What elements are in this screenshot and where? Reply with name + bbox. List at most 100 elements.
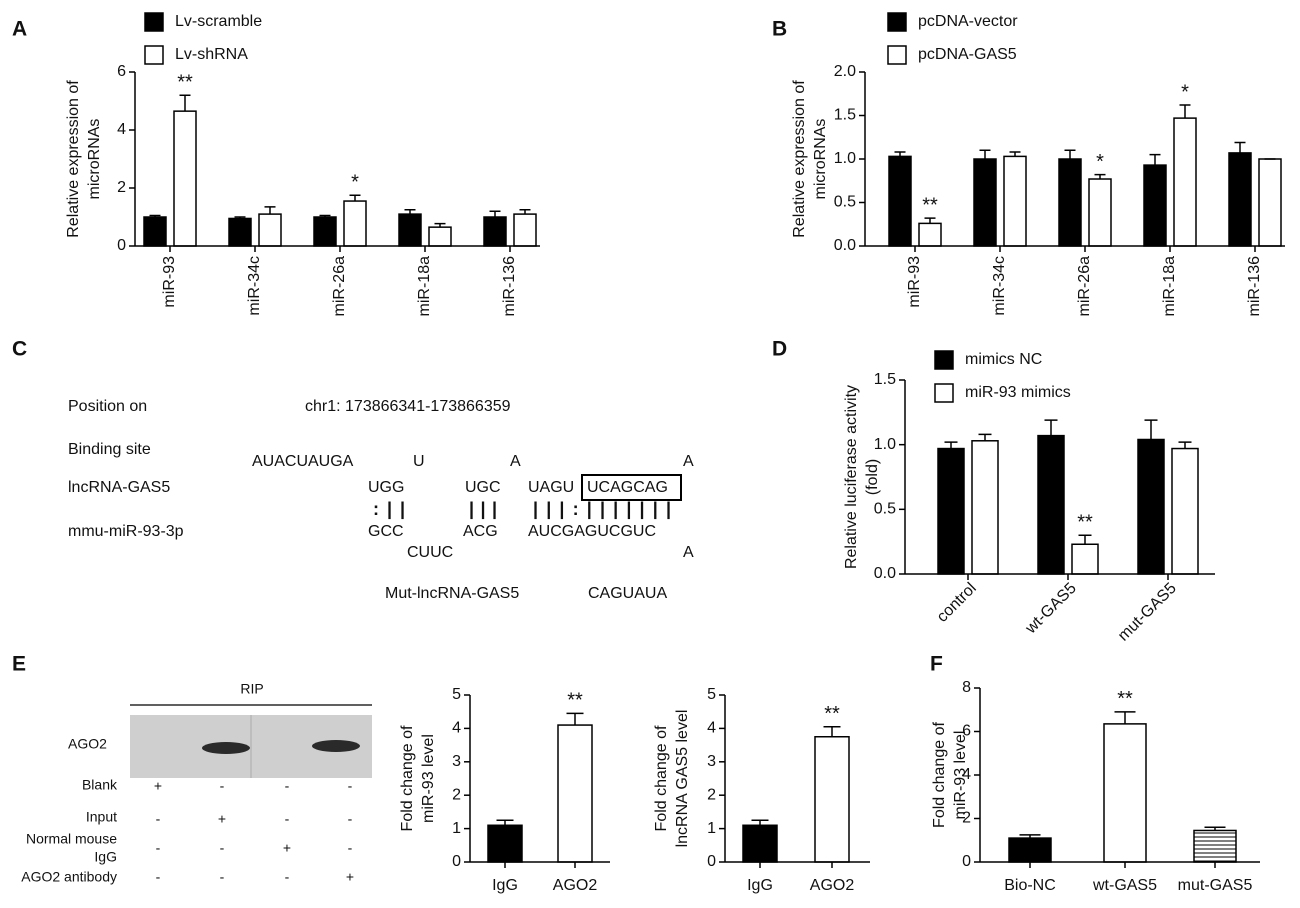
bar bbox=[343, 200, 367, 247]
bar bbox=[1071, 543, 1099, 575]
treatment-mark: - bbox=[156, 840, 161, 856]
y-tick-label: 2.0 bbox=[834, 63, 856, 80]
panel-label: F bbox=[930, 653, 943, 676]
legend-swatch bbox=[144, 45, 164, 65]
treatment-mark: - bbox=[348, 778, 353, 794]
sequence: AUCGAGUCGUC bbox=[528, 523, 656, 540]
error-bar bbox=[894, 151, 906, 157]
y-tick-label: 4 bbox=[962, 766, 971, 783]
error-bar bbox=[1094, 173, 1106, 180]
seed-sequence: UCAGCAG bbox=[587, 479, 668, 496]
row-label: Normal mouse bbox=[26, 831, 117, 847]
row-label: AGO2 antibody bbox=[21, 869, 117, 885]
error-bar bbox=[1009, 151, 1021, 157]
y-axis-label: microRNAs bbox=[86, 119, 103, 200]
error-bar bbox=[1178, 441, 1192, 449]
significance: * bbox=[1181, 81, 1189, 103]
bar bbox=[398, 213, 422, 247]
bar bbox=[428, 226, 452, 247]
bar bbox=[513, 213, 537, 247]
error-bar bbox=[234, 216, 246, 219]
treatment-mark: - bbox=[285, 778, 290, 794]
binding-site-label: Binding site bbox=[68, 441, 151, 458]
y-tick-label: 3 bbox=[707, 753, 716, 770]
legend-label: Lv-scramble bbox=[175, 13, 262, 30]
y-tick-label: 2 bbox=[117, 179, 126, 196]
error-bar bbox=[349, 194, 361, 202]
bar bbox=[1003, 155, 1027, 247]
y-tick-label: 4 bbox=[707, 720, 716, 737]
x-tick-label: miR-93 bbox=[161, 256, 178, 308]
y-axis-label: (fold) bbox=[864, 459, 881, 495]
legend-label: mimics NC bbox=[965, 351, 1042, 368]
seed-box bbox=[581, 474, 682, 501]
significance: ** bbox=[1117, 688, 1133, 710]
x-tick-label: Bio-NC bbox=[1004, 877, 1056, 894]
error-bar bbox=[179, 94, 191, 112]
treatment-mark: - bbox=[220, 778, 225, 794]
x-tick-label: miR-26a bbox=[331, 256, 348, 317]
bar bbox=[1008, 837, 1052, 863]
error-bar bbox=[924, 217, 936, 224]
mutant-label: Mut-lncRNA-GAS5 bbox=[385, 585, 519, 602]
bar bbox=[1258, 158, 1282, 247]
panel-label: C bbox=[12, 338, 27, 361]
significance: * bbox=[1096, 151, 1104, 173]
error-bar bbox=[1149, 153, 1161, 166]
sequence: A bbox=[683, 544, 694, 561]
band bbox=[202, 742, 250, 754]
blot-panel: RIP AGO2 bbox=[68, 681, 372, 778]
error-bar bbox=[496, 819, 514, 826]
bar bbox=[483, 216, 507, 247]
bar bbox=[1037, 434, 1065, 575]
y-tick-label: 6 bbox=[962, 723, 971, 740]
error-bar bbox=[1044, 419, 1058, 436]
error-bar bbox=[1204, 826, 1226, 831]
legend-label: miR-93 mimics bbox=[965, 384, 1071, 401]
significance: ** bbox=[824, 703, 840, 725]
treatment-mark: - bbox=[156, 869, 161, 885]
y-axis-label: Fold change of bbox=[399, 725, 416, 831]
error-bar bbox=[404, 209, 416, 215]
treatment-mark: - bbox=[285, 811, 290, 827]
x-tick-label: miR-18a bbox=[416, 256, 433, 317]
y-axis-label: microRNAs bbox=[812, 119, 829, 200]
error-bar bbox=[823, 725, 841, 737]
y-tick-label: 0 bbox=[962, 853, 971, 870]
treatment-mark: - bbox=[156, 811, 161, 827]
y-tick-label: 4 bbox=[117, 121, 126, 138]
y-tick-label: 1.0 bbox=[874, 436, 896, 453]
band-label: AGO2 bbox=[68, 736, 107, 752]
significance: ** bbox=[567, 690, 583, 712]
y-tick-label: 0 bbox=[707, 853, 716, 870]
mirna-label: mmu-miR-93-3p bbox=[68, 523, 184, 540]
panel-label: D bbox=[772, 338, 787, 361]
y-tick-label: 1 bbox=[707, 820, 716, 837]
y-axis-label: Fold change of bbox=[931, 722, 948, 828]
bar bbox=[971, 440, 999, 575]
bar bbox=[143, 216, 167, 247]
bar bbox=[557, 724, 593, 863]
pairing: :|| bbox=[373, 499, 405, 519]
x-tick-label: control bbox=[934, 580, 980, 626]
y-axis-label: lncRNA GAS5 level bbox=[674, 710, 691, 848]
bar bbox=[918, 222, 942, 247]
bar bbox=[258, 213, 282, 247]
legend-swatch bbox=[887, 12, 907, 32]
y-tick-label: 3 bbox=[452, 753, 461, 770]
row-label: Blank bbox=[82, 777, 118, 793]
sequence: UAGU bbox=[528, 479, 574, 496]
treatment-mark: - bbox=[348, 811, 353, 827]
row-label: Input bbox=[86, 809, 117, 825]
sequence: UGC bbox=[465, 479, 501, 496]
x-tick-label: miR-93 bbox=[906, 256, 923, 308]
y-tick-label: 2 bbox=[962, 810, 971, 827]
error-bar bbox=[434, 222, 446, 228]
bar bbox=[173, 110, 197, 247]
panel-label: B bbox=[772, 18, 787, 41]
bar bbox=[814, 736, 850, 863]
bar bbox=[1058, 158, 1082, 247]
lncrna-label: lncRNA-GAS5 bbox=[68, 479, 170, 496]
bar bbox=[742, 824, 778, 863]
